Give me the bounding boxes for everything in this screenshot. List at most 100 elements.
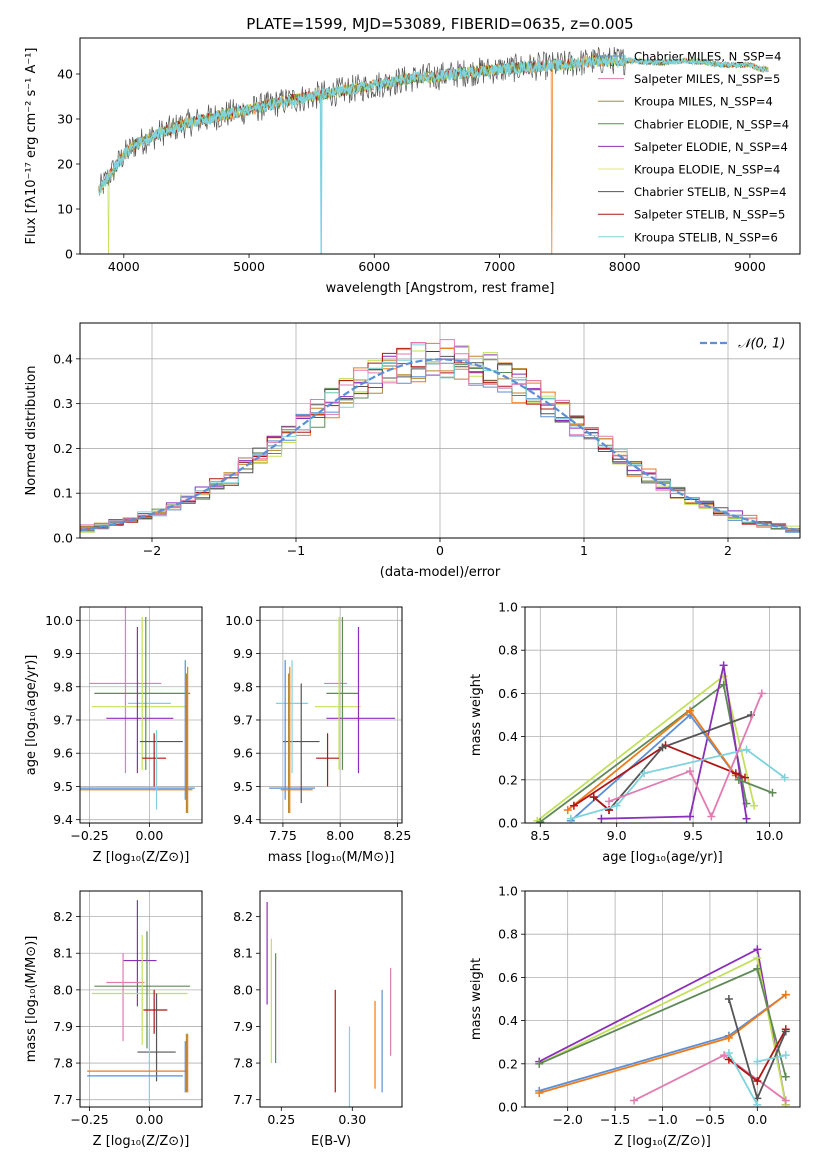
- y-tick-label: 30: [57, 112, 73, 127]
- x-tick-label: −2.0: [552, 1112, 582, 1127]
- y-tick-label: 1.0: [498, 884, 518, 899]
- x-tick-label: 9.5: [683, 828, 703, 843]
- y-tick-label: 8.0: [53, 982, 73, 997]
- x-tick-label: 8.25: [383, 828, 411, 843]
- spectrum-lines: [98, 46, 769, 254]
- spectrum-legend: Chabrier MILES, N_SSP=4 Salpeter MILES, N…: [598, 50, 789, 244]
- y-tick-label: 7.7: [53, 1092, 73, 1107]
- weight_vs_Z-series: [535, 945, 790, 1107]
- age_vs_Z-panel: −0.25 0.00 9.4 9.5 9.6 9.7 9.8 9.9 10.0 Z [log₁₀(…: [24, 606, 203, 865]
- y-tick-label: 8.1: [233, 946, 253, 961]
- mass_vs_ebv-points: [266, 901, 392, 1107]
- x-tick-label: 0: [436, 543, 444, 558]
- legend-entry: Kroupa MILES, N_SSP=4: [634, 95, 773, 109]
- legend-entry: Salpeter STELIB, N_SSP=5: [634, 208, 785, 222]
- x-axis-label: Z [log₁₀(Z/Z⊙)]: [93, 1134, 190, 1149]
- x-tick-label: 9.0: [607, 828, 627, 843]
- y-tick-label: 8.2: [53, 909, 73, 924]
- weight-line-salpeter_stelib: [573, 744, 746, 807]
- x-tick-label: 9000: [734, 259, 766, 274]
- y-tick-label: 0.0: [53, 531, 73, 546]
- y-tick-label: 0.2: [53, 441, 73, 456]
- axes-frame: [79, 606, 203, 824]
- axes-frame: [79, 890, 203, 1108]
- legend-entry: Chabrier MILES, N_SSP=4: [634, 50, 781, 64]
- y-tick-label: 7.8: [53, 1056, 73, 1071]
- x-tick-label: 0.30: [338, 1112, 366, 1127]
- y-tick-label: 10.0: [225, 613, 253, 628]
- x-tick-label: 0.00: [135, 1112, 163, 1127]
- x-tick-label: 4000: [108, 259, 140, 274]
- y-tick-label: 7.9: [233, 1019, 253, 1034]
- weight-line-chabrier_elodie: [738, 778, 773, 794]
- x-tick-label: 10.0: [756, 828, 784, 843]
- y-tick-label: 7.8: [233, 1056, 253, 1071]
- histograms: [80, 339, 800, 535]
- legend-entry: Kroupa STELIB, N_SSP=6: [634, 230, 778, 244]
- axes-frame: [79, 322, 801, 539]
- x-tick-label: −2: [143, 543, 161, 558]
- weight-line-chabrier_miles: [570, 713, 740, 822]
- x-tick-label: −0.25: [70, 1112, 108, 1127]
- gaussian-curve: [80, 358, 800, 532]
- axes-frame: [79, 37, 801, 255]
- y-tick-label: 9.4: [53, 812, 73, 827]
- residuals-panel: −2 −1 0 1 2 0.0 0.1 0.2 0.3 0.4 (data-model)/error…: [24, 322, 801, 580]
- age_vs_Z-points: [80, 607, 195, 814]
- y-tick-label: 0.4: [53, 351, 73, 366]
- y-tick-label: 0.6: [498, 970, 518, 985]
- histogram-extra_pink: [80, 339, 800, 532]
- x-tick-label: 7000: [484, 259, 516, 274]
- weight-line-kroupa_stelib: [728, 1052, 759, 1106]
- mass_vs_ebv-panel: 0.25 0.30 7.7 7.8 7.9 8.0 8.1 8.2 E(B-V): [233, 890, 403, 1149]
- x-tick-label: 8.00: [326, 828, 354, 843]
- weight-line-extra_pink: [608, 693, 763, 819]
- y-tick-label: 7.9: [53, 1019, 73, 1034]
- axes-frame: [259, 890, 403, 1108]
- y-tick-label: 0.3: [53, 396, 73, 411]
- x-tick-label: 6000: [358, 259, 390, 274]
- y-tick-label: 9.7: [233, 712, 253, 727]
- y-tick-label: 0.6: [498, 686, 518, 701]
- y-tick-label: 0.2: [498, 772, 518, 787]
- y-tick-label: 0: [65, 247, 73, 262]
- y-tick-label: 9.8: [53, 679, 73, 694]
- legend-entry: Chabrier ELODIE, N_SSP=4: [634, 117, 789, 131]
- y-tick-label: 8.1: [53, 946, 73, 961]
- x-axis-label: wavelength [Angstrom, rest frame]: [326, 281, 555, 296]
- spectrum-panel: 4000 5000 6000 7000 8000 9000 0 10 20 30 40 wavelen…: [24, 37, 801, 296]
- legend-entry: Salpeter MILES, N_SSP=5: [634, 72, 780, 86]
- y-tick-label: 9.6: [53, 746, 73, 761]
- y-tick-label: 0.4: [498, 1013, 518, 1028]
- x-tick-label: 0.00: [135, 828, 163, 843]
- y-axis-label: age [log₁₀(age/yr)]: [24, 655, 39, 776]
- x-tick-label: −0.5: [695, 1112, 725, 1127]
- mass_vs_Z-points: [87, 900, 191, 1104]
- y-tick-label: 20: [57, 157, 73, 172]
- y-axis-label: mass weight: [469, 674, 484, 756]
- age_vs_mass-panel: 7.75 8.00 8.25 9.4 9.5 9.6 9.7 9.8 9.9 10.0 mass […: [225, 606, 411, 865]
- y-tick-label: 1.0: [498, 600, 518, 615]
- x-axis-label: Z [log₁₀(Z/Z⊙)]: [93, 850, 190, 865]
- y-tick-label: 9.6: [233, 746, 253, 761]
- axes-frame: [524, 606, 801, 824]
- y-tick-label: 9.8: [233, 679, 253, 694]
- weight_vs_age-panel: 8.5 9.0 9.5 10.0 0.0 0.2 0.4 0.6 0.8 1.0 age [log₁…: [469, 600, 801, 865]
- y-tick-label: 9.9: [233, 646, 253, 661]
- y-tick-label: 10.0: [45, 613, 73, 628]
- x-axis-label: (data-model)/error: [380, 565, 501, 580]
- x-axis-label: E(B-V): [311, 1134, 351, 1149]
- x-axis-label: mass [log₁₀(M/M⊙)]: [268, 850, 395, 865]
- legend-entry: Salpeter ELODIE, N_SSP=4: [634, 140, 788, 154]
- y-tick-label: 8.2: [233, 909, 253, 924]
- x-axis-label: age [log₁₀(age/yr)]: [602, 850, 723, 865]
- y-tick-label: 0.8: [498, 927, 518, 942]
- axes-frame: [259, 606, 403, 824]
- weight-line-kroupa_stelib: [757, 1054, 786, 1063]
- y-tick-label: 7.7: [233, 1092, 253, 1107]
- y-axis-label: mass [log₁₀(M/M⊙)]: [24, 936, 39, 1063]
- y-tick-label: 9.5: [53, 779, 73, 794]
- x-tick-label: 8000: [609, 259, 641, 274]
- x-tick-label: 7.75: [269, 828, 297, 843]
- x-tick-label: 0.0: [747, 1112, 767, 1127]
